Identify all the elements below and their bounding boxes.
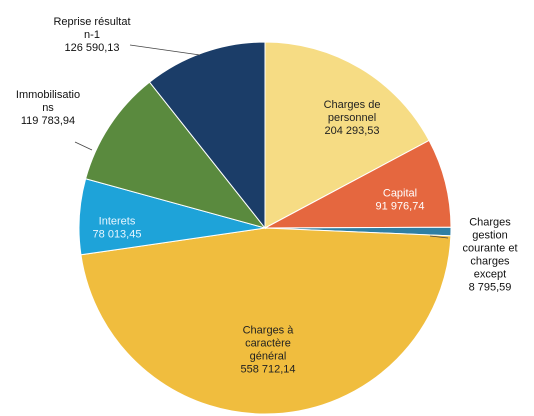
label-line: général [250, 350, 287, 362]
slice-label: Interets [99, 215, 136, 227]
label-line: courante et [462, 242, 517, 254]
slice-label: Charges de personnel [324, 99, 381, 124]
label-line: n-1 [84, 29, 100, 41]
slice-label: Reprise résultat n-1 [53, 16, 130, 41]
pie-slice [85, 81, 267, 229]
label-line: caractère [245, 337, 291, 349]
label-line: ns [42, 102, 54, 114]
slice-label: Charges gestion courante et charges except [462, 216, 517, 280]
value-label: 78 013,45 [93, 228, 142, 240]
label-line: Charges [469, 216, 511, 228]
value-label: 126 590,13 [64, 42, 119, 54]
label-line: Capital [383, 187, 417, 199]
value-label: 558 712,14 [240, 363, 295, 375]
pie-slice [264, 41, 430, 229]
label-line: charges [470, 255, 510, 267]
leader-line [429, 235, 449, 239]
label-line: Immobilisatio [16, 89, 80, 101]
label-line: Charges à [243, 324, 295, 336]
value-label: 8 795,59 [469, 281, 512, 293]
leader-line [129, 44, 201, 56]
label-line: except [474, 268, 506, 280]
pie-slice [80, 227, 452, 415]
value-label: 204 293,53 [324, 125, 379, 137]
value-label: 91 976,74 [376, 200, 425, 212]
label-line: Interets [99, 215, 136, 227]
slice-label: Charges à caractère général [243, 324, 295, 362]
label-line: Charges de [324, 99, 381, 111]
value-label: 119 783,94 [21, 115, 75, 127]
slice-label: Capital [383, 187, 417, 199]
label-line: Reprise résultat [53, 16, 130, 28]
slice-label: Immobilisatio ns [16, 89, 80, 114]
pie-slice [148, 41, 266, 230]
label-line: gestion [472, 229, 507, 241]
leader-line [74, 141, 93, 151]
label-line: personnel [328, 112, 376, 124]
